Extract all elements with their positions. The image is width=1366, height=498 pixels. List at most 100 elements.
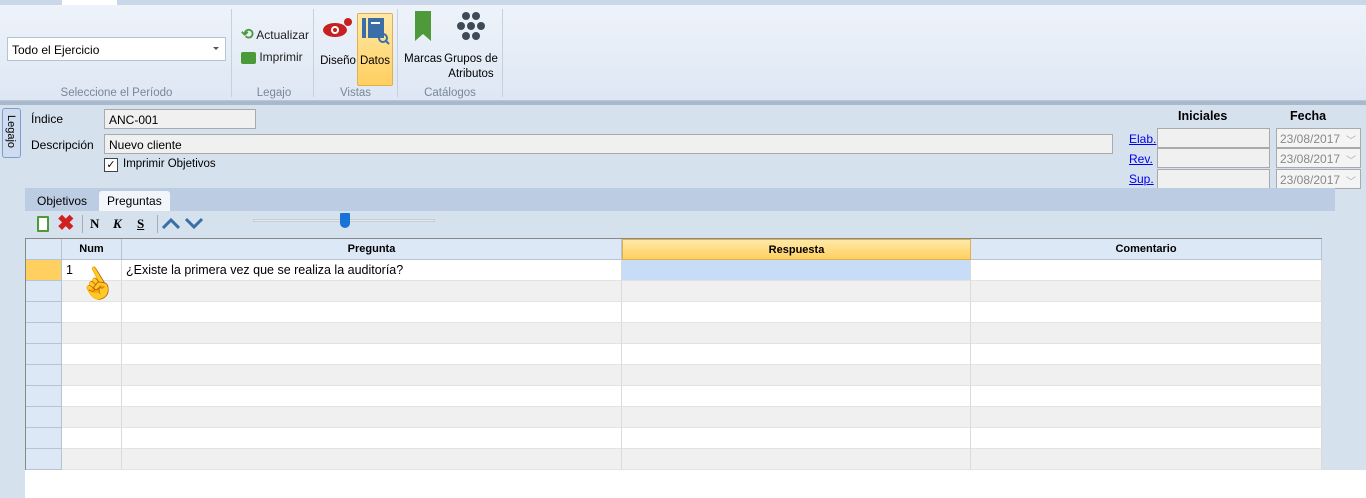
cell-pregunta[interactable]: ¿Existe la primera vez que se realiza la… [122,260,622,281]
cell-pregunta[interactable] [122,428,622,449]
elab-link[interactable]: Elab. [1129,132,1157,146]
row-indicator[interactable] [26,407,62,428]
tab-preguntas[interactable]: Preguntas [99,191,170,211]
cell-pregunta[interactable] [122,323,622,344]
row-indicator[interactable] [26,428,62,449]
zoom-slider[interactable] [253,213,435,228]
ribbon-tab-active[interactable] [62,0,117,5]
row-indicator[interactable] [26,302,62,323]
rev-link[interactable]: Rev. [1129,152,1153,166]
table-row[interactable] [26,302,1322,323]
row-indicator[interactable] [26,449,62,470]
cell-num[interactable] [62,302,122,323]
print-button[interactable]: Imprimir [241,50,303,64]
cell-pregunta[interactable] [122,449,622,470]
cell-respuesta[interactable] [622,260,971,281]
move-down-icon[interactable] [185,217,203,229]
underline-button[interactable]: S [137,216,145,231]
cell-num[interactable] [62,407,122,428]
cell-comentario[interactable] [971,386,1322,407]
cell-pregunta[interactable] [122,386,622,407]
delete-icon[interactable]: ✖ [57,212,75,235]
column-header-num[interactable]: Num [62,239,122,260]
cell-num[interactable] [62,344,122,365]
column-header-pregunta[interactable]: Pregunta [122,239,622,260]
table-row[interactable] [26,281,1322,302]
marks-button[interactable]: Marcas [404,11,442,67]
sup-link[interactable]: Sup. [1129,172,1154,186]
cell-comentario[interactable] [971,344,1322,365]
period-select[interactable]: Todo el Ejercicio [7,37,226,61]
table-row[interactable] [26,386,1322,407]
refresh-button[interactable]: ⟲ Actualizar [241,25,309,43]
row-indicator[interactable] [26,344,62,365]
attribute-groups-button[interactable]: Grupos de Atributos [444,11,498,82]
cell-num[interactable] [62,449,122,470]
table-row[interactable] [26,365,1322,386]
cell-respuesta[interactable] [622,344,971,365]
italic-button[interactable]: K [113,216,122,231]
cell-respuesta[interactable] [622,428,971,449]
rev-initials-input[interactable] [1157,148,1270,168]
tab-objetivos[interactable]: Objetivos [37,194,88,208]
cell-num[interactable] [62,428,122,449]
cell-respuesta[interactable] [622,407,971,428]
cell-comentario[interactable] [971,449,1322,470]
cell-pregunta[interactable] [122,281,622,302]
print-objectives-checkbox[interactable]: ✓ [104,158,118,172]
bold-button[interactable]: N [90,216,100,231]
table-row[interactable] [26,344,1322,365]
cell-comentario[interactable] [971,365,1322,386]
elab-date-picker[interactable]: 23/08/2017 ﹀ [1276,128,1361,148]
description-input[interactable]: Nuevo cliente [104,134,1113,154]
cell-comentario[interactable] [971,281,1322,302]
cell-comentario[interactable] [971,323,1322,344]
select-all-corner[interactable] [26,239,62,260]
side-tab-legajo[interactable]: Legajo [2,108,21,158]
row-indicator[interactable] [26,323,62,344]
cell-pregunta[interactable] [122,407,622,428]
row-indicator[interactable] [26,365,62,386]
new-document-icon[interactable] [37,216,49,232]
row-indicator[interactable] [26,386,62,407]
cell-num[interactable] [62,281,122,302]
sup-initials-input[interactable] [1157,169,1270,189]
cell-comentario[interactable] [971,428,1322,449]
sup-date-picker[interactable]: 23/08/2017 ﹀ [1276,169,1361,189]
cell-num[interactable] [62,323,122,344]
cell-comentario[interactable] [971,407,1322,428]
table-row[interactable] [26,449,1322,470]
rev-date-picker[interactable]: 23/08/2017 ﹀ [1276,148,1361,168]
slider-thumb[interactable] [340,213,350,228]
cell-respuesta[interactable] [622,281,971,302]
row-indicator[interactable] [26,281,62,302]
row-indicator[interactable] [26,260,62,281]
cell-comentario[interactable] [971,260,1322,281]
table-row[interactable]: 1 ¿Existe la primera vez que se realiza l… [26,260,1322,281]
column-header-respuesta[interactable]: Respuesta [622,239,971,260]
cell-respuesta[interactable] [622,449,971,470]
cell-respuesta[interactable] [622,323,971,344]
cell-respuesta[interactable] [622,302,971,323]
toolbar: ✖ N K S [25,211,1335,237]
design-view-button[interactable]: Diseño [319,13,357,69]
cell-respuesta[interactable] [622,365,971,386]
table-row[interactable] [26,428,1322,449]
index-input[interactable]: ANC-001 [104,109,256,129]
cell-respuesta[interactable] [622,386,971,407]
cell-num[interactable] [62,365,122,386]
data-view-button[interactable]: Datos [357,13,393,86]
divider [0,101,1366,105]
table-row[interactable] [26,407,1322,428]
cell-num[interactable]: 1 [62,260,122,281]
cell-pregunta[interactable] [122,344,622,365]
cell-num[interactable] [62,386,122,407]
move-up-icon[interactable] [162,217,180,229]
table-row[interactable] [26,323,1322,344]
cell-pregunta[interactable] [122,365,622,386]
cell-pregunta[interactable] [122,302,622,323]
elab-initials-input[interactable] [1157,128,1270,148]
column-header-comentario[interactable]: Comentario [971,239,1322,260]
cell-comentario[interactable] [971,302,1322,323]
chevron-down-icon: ﹀ [1346,177,1356,188]
